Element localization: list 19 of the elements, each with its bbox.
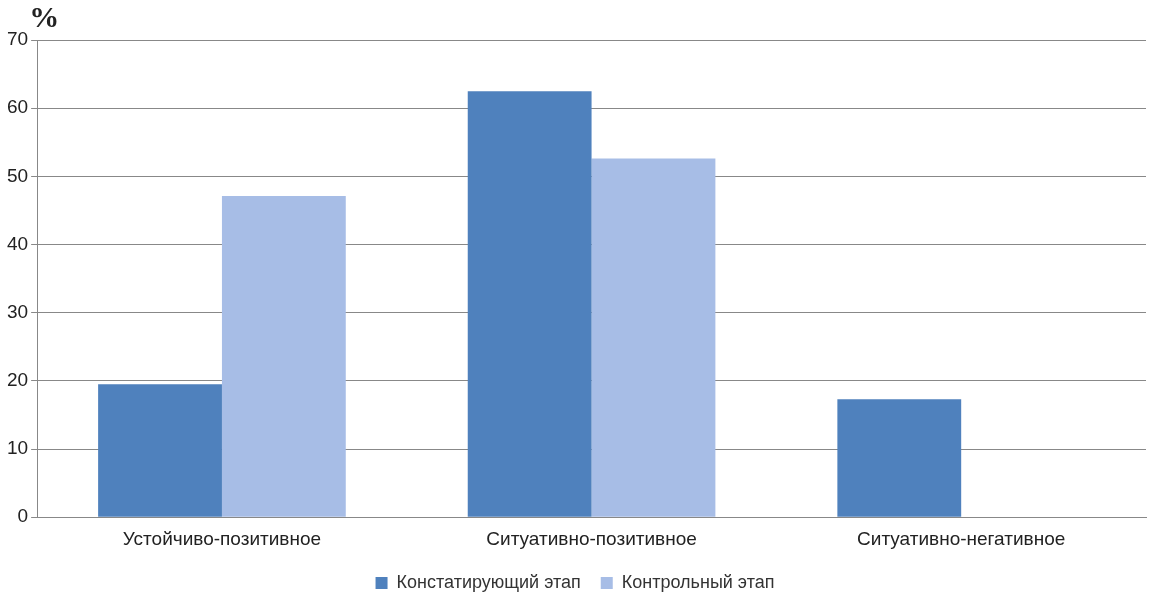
legend-label: Контрольный этап <box>621 571 775 592</box>
y-tick-label: 70 <box>6 28 29 50</box>
y-axis-title: % <box>29 0 60 33</box>
bar <box>467 91 592 517</box>
x-tick-label: Ситуативно-негативное <box>857 527 1066 549</box>
x-tick-label: Устойчиво-позитивное <box>122 527 322 549</box>
y-tick-label: 0 <box>17 505 29 527</box>
y-tick-label: 50 <box>6 164 29 186</box>
legend-label: Констатирующий этап <box>396 571 581 592</box>
y-tick-label: 40 <box>6 232 29 254</box>
y-tick-label: 60 <box>6 96 29 118</box>
y-tick-label: 10 <box>6 437 29 459</box>
bar <box>221 196 346 517</box>
y-tick-label: 30 <box>6 300 29 322</box>
bar <box>837 399 962 517</box>
bar <box>591 158 716 517</box>
y-tick-label: 20 <box>6 369 29 391</box>
bar <box>98 384 222 517</box>
x-tick-label: Ситуативно-позитивное <box>486 527 697 549</box>
